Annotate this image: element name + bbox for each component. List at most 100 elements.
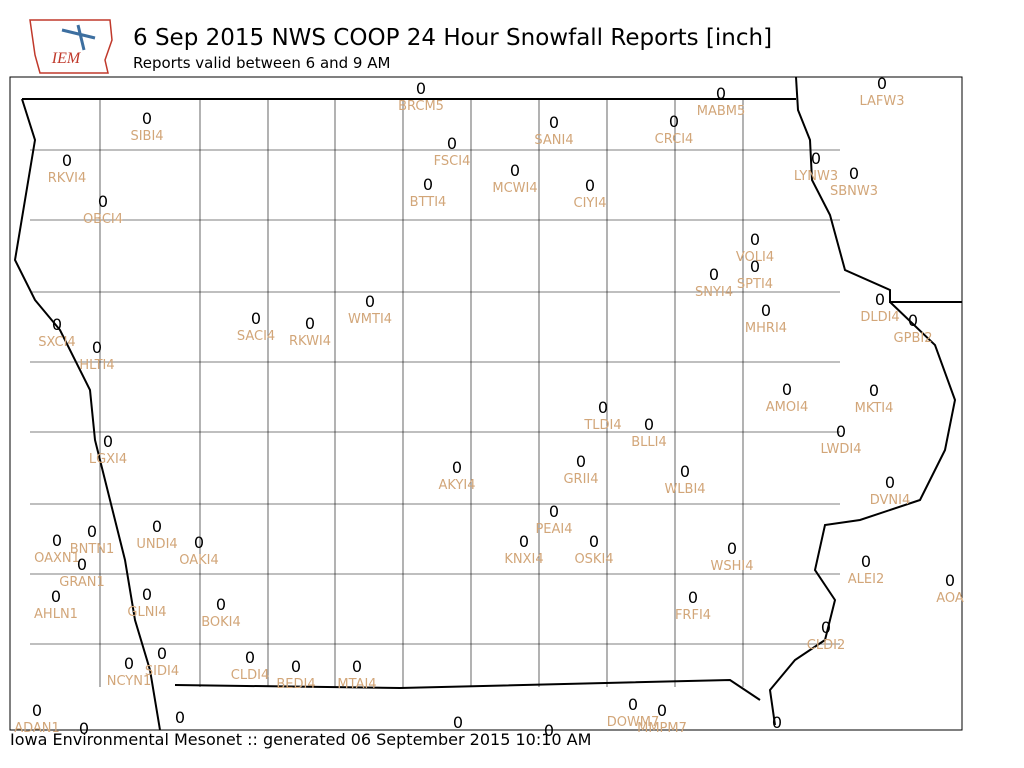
station-value: 0 (87, 522, 97, 541)
station-value: 0 (79, 719, 89, 738)
station-label: AMOI4 (766, 400, 808, 415)
station-value: 0 (549, 502, 559, 521)
station-value: 0 (416, 79, 426, 98)
station-value: 0 (103, 432, 113, 451)
station-value: 0 (598, 398, 608, 417)
state-border (768, 301, 957, 726)
station-label: MMPM7 (637, 721, 687, 736)
station-value: 0 (92, 338, 102, 357)
station-value: 0 (589, 532, 599, 551)
station-label: FRFI4 (675, 608, 711, 623)
station-label: KNXI4 (504, 552, 543, 567)
station-value: 0 (821, 618, 831, 637)
station-value: 0 (945, 571, 955, 590)
station-value: 0 (782, 380, 792, 399)
station-label: LYNW3 (794, 169, 838, 184)
station-label: CRCI4 (655, 132, 694, 147)
station-value: 0 (510, 161, 520, 180)
station-label: CIYI4 (574, 196, 607, 211)
station-value: 0 (576, 452, 586, 471)
station-value: 0 (365, 292, 375, 311)
station-value: 0 (216, 595, 226, 614)
station-value: 0 (77, 555, 87, 574)
station-value: 0 (157, 644, 167, 663)
station-value: 0 (761, 301, 771, 320)
station-value: 0 (142, 109, 152, 128)
station-label: RKVI4 (48, 171, 87, 186)
station-value: 0 (423, 175, 433, 194)
station-value: 0 (251, 309, 261, 328)
station-value: 0 (32, 701, 42, 720)
station-label: SANI4 (534, 133, 573, 148)
map (9, 76, 963, 731)
station-value: 0 (709, 265, 719, 284)
station-label: NCYN1 (107, 674, 152, 689)
station-value: 0 (628, 695, 638, 714)
title: 6 Sep 2015 NWS COOP 24 Hour Snowfall Rep… (133, 25, 772, 51)
station-label: DOWM7 (607, 715, 660, 730)
station-value: 0 (772, 713, 782, 732)
station-label: OBCI4 (83, 212, 123, 227)
county-lines (30, 99, 840, 687)
station-label: AKYI4 (438, 478, 475, 493)
station-label: DVNI4 (870, 493, 911, 508)
logo-icon (61, 24, 96, 51)
station-label: LWDI4 (820, 442, 861, 457)
station-value: 0 (750, 230, 760, 249)
station-label: SNYI4 (695, 285, 733, 300)
station-value: 0 (877, 74, 887, 93)
station-value: 0 (452, 458, 462, 477)
station-label: HLTI4 (79, 358, 114, 373)
station-value: 0 (861, 552, 871, 571)
station-value: 0 (869, 381, 879, 400)
station-value: 0 (519, 532, 529, 551)
station-value: 0 (908, 311, 918, 330)
station-label: OAXN1 (34, 551, 80, 566)
station-label: GRAN1 (59, 575, 104, 590)
station-label: CLDI2 (807, 638, 845, 653)
station-value: 0 (811, 149, 821, 168)
station-label: UNDI4 (136, 537, 177, 552)
station-label: LAFW3 (859, 94, 904, 109)
station-label: WLBI4 (664, 482, 705, 497)
state-border (13, 98, 161, 731)
station-value: 0 (175, 708, 185, 727)
station-label: AHLN1 (34, 607, 78, 622)
state-border (795, 76, 962, 303)
station-value: 0 (51, 587, 61, 606)
station-value: 0 (453, 713, 463, 732)
station-label: TLDI4 (583, 418, 621, 433)
station-label: WMTI4 (348, 312, 392, 327)
station-label: BTTI4 (410, 195, 447, 210)
station-label: MTAI4 (337, 677, 376, 692)
station-label: MHRI4 (745, 321, 787, 336)
station-label: ALEI2 (848, 572, 884, 587)
station-label: OAKI4 (179, 553, 219, 568)
station-value: 0 (142, 585, 152, 604)
station-label: WSHI4 (711, 559, 754, 574)
station-value: 0 (291, 657, 301, 676)
subtitle: Reports valid between 6 and 9 AM (133, 54, 390, 72)
station-label: SBNW3 (830, 184, 878, 199)
station-value: 0 (152, 517, 162, 536)
station-label: MCWI4 (492, 181, 537, 196)
station-value: 0 (98, 192, 108, 211)
station-label: CLDI4 (231, 668, 269, 683)
station-value: 0 (680, 462, 690, 481)
logo-text: IEM (51, 50, 82, 67)
station-value: 0 (447, 134, 457, 153)
station-label: SIDI4 (145, 664, 179, 679)
station-label: RKWI4 (289, 334, 331, 349)
station-label: OSKI4 (574, 552, 613, 567)
station-value: 0 (727, 539, 737, 558)
station-value: 0 (836, 422, 846, 441)
station-value: 0 (750, 257, 760, 276)
station-value: 0 (62, 151, 72, 170)
station-label: LGXI4 (89, 452, 127, 467)
station-label: SIBI4 (130, 129, 163, 144)
station-label: VOLI4 (736, 250, 774, 265)
station-label: BNTN1 (70, 542, 115, 557)
station-label: SACI4 (237, 329, 275, 344)
